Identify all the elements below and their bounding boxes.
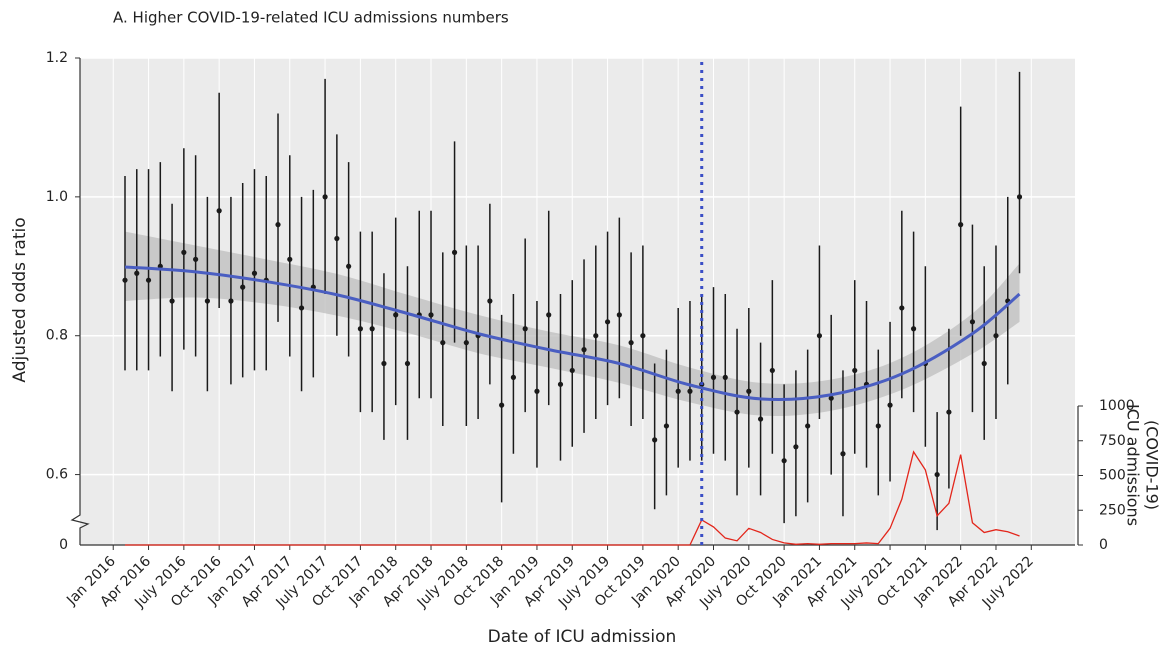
point [534, 388, 540, 394]
smooth-line [124, 265, 1021, 402]
point [663, 423, 670, 429]
point [687, 388, 693, 394]
y2-axis-label: ICU admissions [1124, 404, 1143, 526]
point [216, 208, 222, 214]
point [346, 263, 352, 269]
point [875, 423, 881, 429]
point [852, 367, 858, 374]
point [616, 312, 622, 318]
y2-axis-label: (COVID-19) [1143, 420, 1162, 510]
point [393, 312, 399, 318]
point [946, 409, 952, 415]
point [958, 222, 964, 228]
point [169, 298, 175, 304]
point [193, 256, 199, 262]
point [145, 277, 152, 283]
y-tick-label: 0.6 [46, 467, 68, 483]
point [734, 409, 740, 415]
point [757, 416, 764, 422]
point [557, 381, 564, 387]
point [251, 270, 258, 276]
point [969, 319, 976, 325]
point [369, 326, 375, 332]
point [981, 360, 987, 367]
point [287, 256, 293, 262]
point [581, 347, 587, 353]
point [746, 388, 752, 394]
point [840, 451, 846, 457]
point [428, 312, 434, 318]
plot-background [80, 58, 1075, 545]
point [828, 395, 834, 401]
point [675, 388, 681, 394]
point [275, 222, 281, 228]
point [381, 360, 387, 367]
point [404, 360, 411, 367]
y2-tick-label: 500 [1099, 468, 1126, 484]
point [640, 333, 646, 339]
y2-tick-label: 1000 [1099, 398, 1135, 414]
point [322, 194, 328, 200]
point [546, 312, 552, 318]
point [793, 444, 799, 450]
point [440, 340, 446, 346]
point [463, 340, 469, 346]
point [781, 458, 787, 464]
point [816, 333, 823, 339]
x-axis-label: Date of ICU admission [488, 627, 677, 647]
point [240, 284, 246, 290]
point [487, 298, 493, 304]
point [769, 367, 775, 374]
y2-tick-label: 250 [1099, 502, 1126, 518]
point [499, 402, 505, 408]
point [604, 319, 611, 325]
point [510, 374, 517, 380]
point [805, 423, 811, 429]
point [204, 298, 210, 304]
point [899, 305, 905, 311]
point [887, 402, 893, 408]
y-tick-label: 0.8 [46, 328, 68, 344]
point [710, 374, 717, 380]
point [334, 235, 340, 242]
y-tick-label: 1.0 [46, 189, 68, 205]
point [722, 374, 728, 380]
y-tick-label: 1.2 [46, 50, 68, 66]
point [134, 270, 140, 276]
point [181, 249, 187, 255]
point [228, 298, 234, 304]
point [569, 367, 575, 374]
y2-tick-label: 0 [1099, 537, 1108, 553]
point [910, 326, 917, 332]
point [1016, 194, 1023, 200]
point [451, 249, 458, 255]
point [652, 437, 658, 443]
point [934, 471, 940, 478]
point [357, 326, 363, 332]
point [593, 333, 599, 339]
point [522, 326, 528, 332]
y-break-label: 0 [59, 537, 68, 553]
y-axis [70, 58, 90, 545]
point [298, 305, 305, 311]
y2-tick-label: 750 [1099, 433, 1126, 449]
admissions-line [125, 450, 1020, 546]
chart-title: A. Higher COVID-19-related ICU admission… [113, 9, 509, 27]
point [628, 340, 634, 346]
y-axis-label: Adjusted odds ratio [10, 217, 30, 382]
point [122, 277, 128, 283]
point [993, 333, 999, 339]
